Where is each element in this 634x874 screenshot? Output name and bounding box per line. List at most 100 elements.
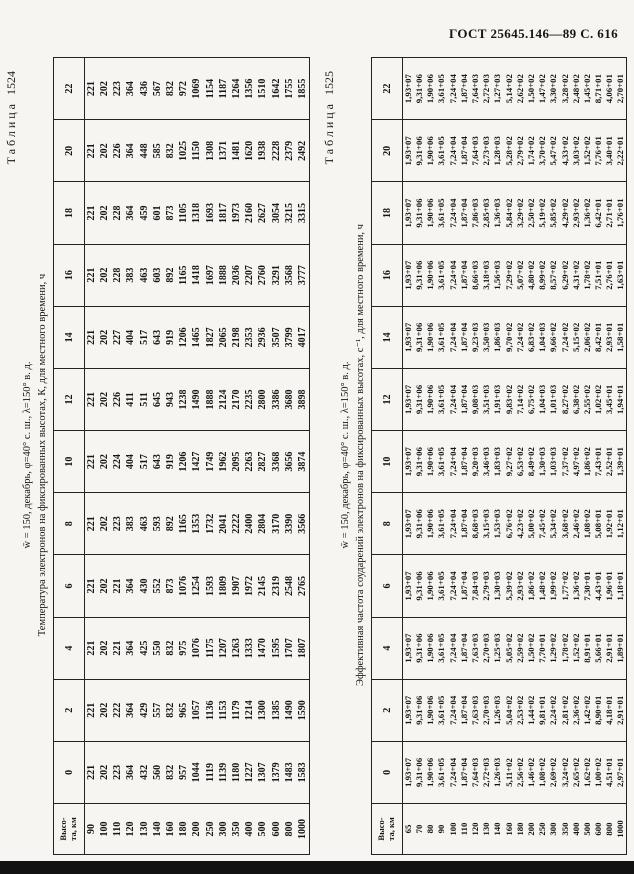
value-cell: 3,29+02: [514, 181, 526, 245]
value-cell: 1,30+03: [492, 554, 504, 618]
value-cell: 364: [124, 57, 138, 120]
value-cell: 224: [111, 430, 125, 493]
table-row: 140 560 557 550 552 593 643 645 643 603 601 585 567: [150, 57, 164, 855]
value-cell: 2,97+01: [615, 741, 627, 804]
table-row: 500 1307 1300 1470 2145 2804 2827 2800 2936 2760 2…: [256, 57, 270, 855]
altitude-cell: 1000: [295, 803, 310, 855]
value-cell: 1,12+01: [615, 492, 627, 555]
value-cell: 2800: [256, 368, 270, 431]
value-cell: 1,04+03: [537, 368, 549, 431]
table-row: 100 7,24+04 7,24+04 7,24+04 7,24+04 7,24+04 7,…: [447, 57, 459, 855]
value-cell: 1,18+01: [615, 554, 627, 618]
altitude-cell: 180: [177, 803, 191, 855]
value-cell: 3390: [282, 492, 296, 555]
value-cell: 1,27+03: [492, 57, 504, 120]
table-row: 250 1119 1136 1175 1593 1732 1749 1888 1827 1697 1…: [203, 57, 217, 855]
value-cell: 1755: [282, 57, 296, 120]
table-1525-rotated-content: Таблица 1525 w̄ = 150, декабрь, φ=40° с.…: [320, 55, 634, 855]
value-cell: 2207: [243, 244, 257, 307]
value-cell: 3291: [269, 244, 283, 307]
table-row: 160 5,11+02 5,04+02 5,05+02 5,39+02 6,76+02 9,…: [503, 57, 515, 855]
value-cell: 7,24+04: [447, 57, 459, 120]
value-cell: 1,93+07: [402, 119, 414, 182]
value-cell: 1206: [177, 430, 191, 493]
table-row: 130 2,72+03 2,70+03 2,70+03 2,79+03 3,15+03 3,…: [481, 57, 493, 855]
value-cell: 603: [150, 244, 164, 307]
value-cell: 1,28+03: [492, 119, 504, 182]
value-cell: 2379: [282, 119, 296, 182]
table-row: 400 1227 1214 1333 1972 2400 2263 2235 2353 2207 2…: [243, 57, 257, 855]
time-header-cell: 22: [371, 57, 403, 120]
altitude-cell: 140: [150, 803, 164, 855]
table-label: Таблица 1525: [320, 55, 338, 855]
altitude-cell: 400: [570, 803, 582, 855]
altitude-cell: 180: [514, 803, 526, 855]
altitude-cell: 200: [525, 803, 538, 855]
value-cell: 364: [124, 554, 138, 618]
value-cell: 1150: [190, 119, 204, 182]
value-cell: 2095: [229, 430, 244, 493]
value-cell: 221: [111, 617, 125, 680]
value-cell: 585: [150, 119, 164, 182]
value-cell: 7,37+02: [559, 430, 571, 493]
value-cell: 1938: [256, 119, 270, 182]
value-cell: 1,46+02: [525, 741, 538, 804]
value-cell: 1371: [216, 119, 230, 182]
value-cell: 5,05+02: [503, 617, 515, 680]
value-cell: 5,15+02: [570, 306, 582, 369]
value-cell: 2319: [269, 554, 283, 618]
value-cell: 1707: [282, 617, 296, 680]
value-cell: 517: [137, 430, 151, 493]
altitude-cell: 100: [447, 803, 459, 855]
table-row: 180 957 965 975 1076 1165 1206 1238 1206 1165 1105…: [177, 57, 191, 855]
value-cell: 9,31+06: [414, 119, 426, 182]
value-cell: 1,56+03: [492, 244, 504, 307]
value-cell: 1697: [203, 244, 217, 307]
value-cell: 2170: [229, 368, 244, 431]
value-cell: 1,63+01: [615, 244, 627, 307]
altitude-cell: 300: [216, 803, 230, 855]
value-cell: 1076: [177, 554, 191, 618]
value-cell: 7,24+04: [447, 430, 459, 493]
value-cell: 1,87+04: [458, 741, 470, 804]
value-cell: 1,87+04: [458, 306, 470, 369]
value-cell: 383: [124, 244, 138, 307]
time-header-cell: 12: [371, 368, 403, 431]
table-subtitle: Эффективная частота соударений электроно…: [355, 224, 366, 686]
value-cell: 3777: [295, 244, 310, 307]
value-cell: 364: [124, 679, 138, 742]
value-cell: 1,90+06: [425, 492, 437, 555]
value-cell: 2,72+03: [481, 57, 493, 120]
value-cell: 892: [163, 244, 178, 307]
table-row: 80 1,90+06 1,90+06 1,90+06 1,90+06 1,90+06 1,9…: [425, 57, 437, 855]
value-cell: 223: [111, 492, 125, 555]
value-cell: 6,29+02: [559, 244, 571, 307]
value-cell: 7,29+02: [503, 244, 515, 307]
table-row: 500 1,62+02 1,42+02 8,91+01 7,30+01 1,08+02 1,…: [581, 57, 593, 855]
altitude-cell: 800: [604, 803, 616, 855]
table-row: 800 1483 1490 1707 2548 3390 3656 3680 3799 3568 3…: [282, 57, 296, 855]
value-cell: 2804: [256, 492, 270, 555]
value-cell: 202: [98, 492, 112, 555]
value-cell: 1,62+02: [581, 741, 593, 804]
value-cell: 1356: [243, 57, 257, 120]
value-cell: 550: [150, 617, 164, 680]
value-cell: 1595: [269, 617, 283, 680]
value-cell: 1069: [190, 57, 204, 120]
value-cell: 1,86+03: [492, 306, 504, 369]
value-cell: 1,02+02: [593, 368, 605, 431]
value-cell: 1,36+02: [570, 554, 582, 618]
value-cell: 1,29+02: [548, 617, 560, 680]
value-cell: 1165: [177, 492, 191, 555]
value-cell: 5,00+02: [525, 492, 538, 555]
value-cell: 567: [150, 57, 164, 120]
value-cell: 7,64+03: [469, 741, 482, 804]
time-header-cell: 22: [53, 57, 85, 120]
value-cell: 8,57+02: [548, 244, 560, 307]
value-cell: 1,90+06: [425, 181, 437, 245]
value-cell: 873: [163, 181, 178, 245]
value-cell: 1385: [269, 679, 283, 742]
value-cell: 8,91+01: [581, 617, 593, 680]
value-cell: 221: [84, 181, 98, 245]
value-cell: 364: [124, 741, 138, 804]
